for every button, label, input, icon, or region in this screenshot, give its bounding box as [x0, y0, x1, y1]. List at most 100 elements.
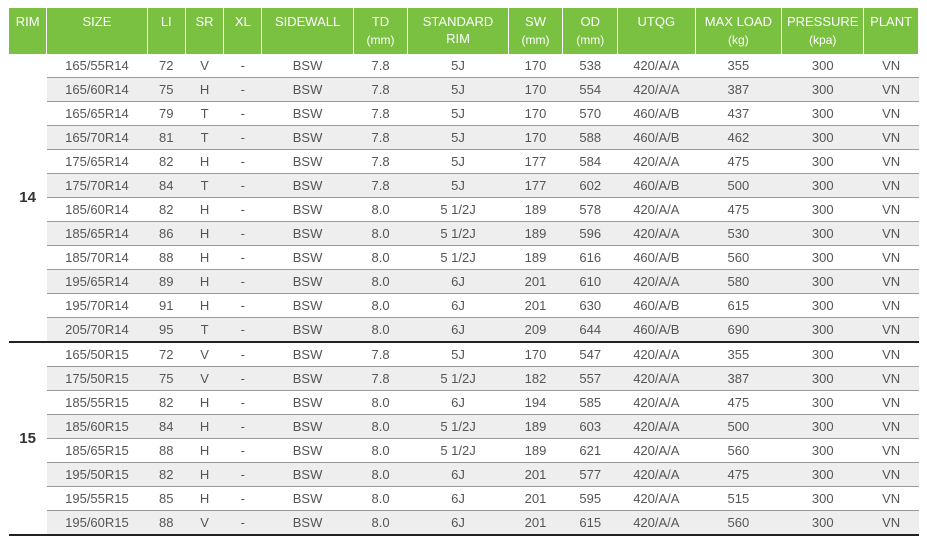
cell-li: 82 [147, 150, 185, 174]
tire-spec-table: RIMSIZELISRXLSIDEWALLTD(mm)STANDARD RIMS… [8, 8, 919, 536]
cell-maxload: 475 [695, 391, 782, 415]
cell-td: 7.8 [353, 54, 408, 78]
cell-td: 8.0 [353, 318, 408, 343]
cell-plant: VN [864, 246, 919, 270]
cell-sr: V [185, 342, 223, 367]
cell-xl: - [224, 126, 262, 150]
cell-stdrim: 5 1/2J [408, 415, 508, 439]
cell-od: 630 [563, 294, 618, 318]
cell-sw: 170 [508, 102, 563, 126]
cell-sidewall: BSW [262, 150, 353, 174]
cell-od: 547 [563, 342, 618, 367]
cell-stdrim: 6J [408, 391, 508, 415]
col-header-sublabel: (mm) [565, 33, 615, 49]
cell-sr: H [185, 294, 223, 318]
col-header-rim: RIM [9, 8, 47, 54]
cell-sr: V [185, 367, 223, 391]
cell-pressure: 300 [782, 367, 864, 391]
cell-li: 81 [147, 126, 185, 150]
table-row: 14165/55R1472V-BSW7.85J170538420/A/A3553… [9, 54, 919, 78]
cell-sw: 170 [508, 78, 563, 102]
cell-pressure: 300 [782, 78, 864, 102]
cell-pressure: 300 [782, 174, 864, 198]
cell-plant: VN [864, 415, 919, 439]
cell-sw: 182 [508, 367, 563, 391]
col-header-label: SIDEWALL [275, 14, 340, 29]
cell-sw: 189 [508, 415, 563, 439]
cell-td: 8.0 [353, 439, 408, 463]
cell-sidewall: BSW [262, 222, 353, 246]
col-header-sublabel: (kg) [698, 33, 780, 49]
cell-sw: 189 [508, 246, 563, 270]
col-header-sw: SW(mm) [508, 8, 563, 54]
col-header-label: OD [580, 14, 600, 29]
cell-stdrim: 5J [408, 102, 508, 126]
cell-xl: - [224, 342, 262, 367]
cell-sidewall: BSW [262, 294, 353, 318]
col-header-label: XL [235, 14, 251, 29]
col-header-label: RIM [16, 14, 40, 29]
cell-xl: - [224, 102, 262, 126]
cell-size: 165/65R14 [47, 102, 147, 126]
table-row: 195/65R1489H-BSW8.06J201610420/A/A580300… [9, 270, 919, 294]
cell-sidewall: BSW [262, 102, 353, 126]
table-row: 195/50R1582H-BSW8.06J201577420/A/A475300… [9, 463, 919, 487]
cell-sw: 201 [508, 511, 563, 536]
table-row: 175/65R1482H-BSW7.85J177584420/A/A475300… [9, 150, 919, 174]
cell-td: 8.0 [353, 415, 408, 439]
cell-utqg: 420/A/A [618, 342, 696, 367]
cell-li: 72 [147, 54, 185, 78]
cell-xl: - [224, 318, 262, 343]
cell-utqg: 420/A/A [618, 439, 696, 463]
cell-utqg: 420/A/A [618, 78, 696, 102]
cell-plant: VN [864, 222, 919, 246]
cell-utqg: 420/A/A [618, 54, 696, 78]
cell-sr: H [185, 150, 223, 174]
cell-od: 602 [563, 174, 618, 198]
cell-xl: - [224, 439, 262, 463]
table-row: 195/60R1588V-BSW8.06J201615420/A/A560300… [9, 511, 919, 536]
cell-plant: VN [864, 78, 919, 102]
col-header-label: STANDARD RIM [423, 14, 494, 46]
cell-td: 8.0 [353, 198, 408, 222]
col-header-label: TD [372, 14, 389, 29]
cell-stdrim: 6J [408, 487, 508, 511]
cell-plant: VN [864, 150, 919, 174]
cell-xl: - [224, 78, 262, 102]
table-row: 195/70R1491H-BSW8.06J201630460/A/B615300… [9, 294, 919, 318]
cell-pressure: 300 [782, 270, 864, 294]
cell-li: 95 [147, 318, 185, 343]
col-header-label: SR [196, 14, 214, 29]
cell-od: 603 [563, 415, 618, 439]
cell-sw: 170 [508, 54, 563, 78]
cell-sidewall: BSW [262, 511, 353, 536]
col-header-utqg: UTQG [618, 8, 696, 54]
cell-plant: VN [864, 174, 919, 198]
cell-od: 596 [563, 222, 618, 246]
cell-td: 8.0 [353, 511, 408, 536]
cell-size: 185/60R15 [47, 415, 147, 439]
cell-size: 175/65R14 [47, 150, 147, 174]
col-header-od: OD (mm) [563, 8, 618, 54]
cell-maxload: 475 [695, 198, 782, 222]
cell-size: 185/65R15 [47, 439, 147, 463]
cell-maxload: 355 [695, 54, 782, 78]
cell-li: 79 [147, 102, 185, 126]
cell-xl: - [224, 487, 262, 511]
col-header-li: LI [147, 8, 185, 54]
cell-pressure: 300 [782, 342, 864, 367]
table-row: 175/50R1575V-BSW7.85 1/2J182557420/A/A38… [9, 367, 919, 391]
cell-maxload: 580 [695, 270, 782, 294]
cell-td: 7.8 [353, 174, 408, 198]
cell-size: 165/70R14 [47, 126, 147, 150]
cell-utqg: 420/A/A [618, 150, 696, 174]
cell-sr: H [185, 391, 223, 415]
col-header-label: LI [161, 14, 172, 29]
cell-utqg: 420/A/A [618, 367, 696, 391]
cell-sidewall: BSW [262, 126, 353, 150]
cell-maxload: 560 [695, 439, 782, 463]
cell-pressure: 300 [782, 54, 864, 78]
cell-li: 89 [147, 270, 185, 294]
cell-stdrim: 5J [408, 126, 508, 150]
cell-td: 7.8 [353, 126, 408, 150]
